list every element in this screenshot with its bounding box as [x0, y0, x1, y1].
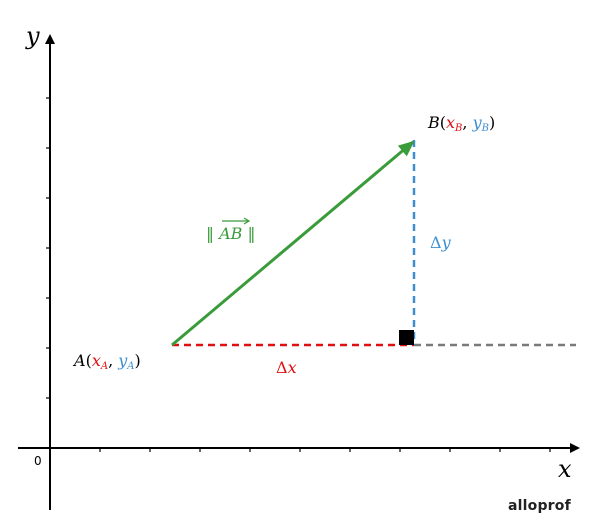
alloprof-logo: alloprof [508, 498, 572, 514]
x-axis-ticks [99, 448, 551, 452]
point-a-label: A(xA, yA) [72, 351, 141, 372]
delta-x-label: Δx [276, 358, 297, 377]
svg-text:‖ AB ‖: ‖ AB ‖ [206, 224, 256, 243]
y-axis-ticks [46, 97, 50, 399]
vector-ab-arrow [171, 140, 415, 347]
origin-label: 0 [34, 454, 42, 468]
right-angle-marker [399, 330, 414, 345]
x-axis-label: x [558, 455, 572, 483]
vector-norm-label: ‖ AB ‖ [206, 217, 256, 243]
vector-overline-arrowhead [243, 217, 251, 225]
delta-y-label: Δy [430, 233, 452, 252]
point-b-label: B(xB, yB) [427, 113, 495, 134]
y-axis-label: y [25, 22, 40, 50]
